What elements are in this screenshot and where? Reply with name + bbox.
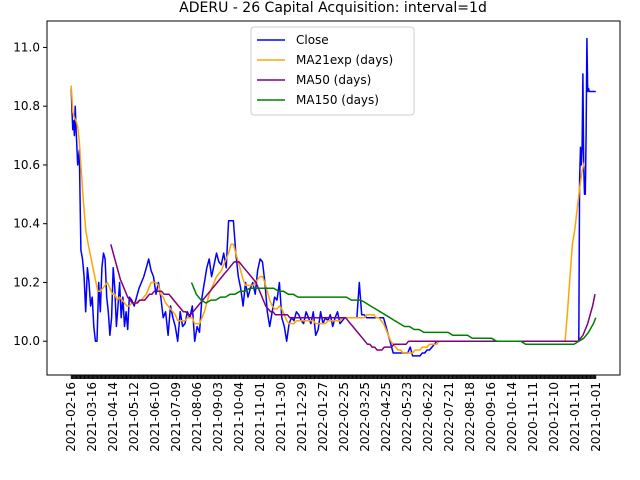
x-tick-label: 2021-06-10 <box>148 382 162 452</box>
x-tick-label: 2021-10-04 <box>232 382 246 452</box>
x-tick-label: 2022-07-21 <box>442 382 456 452</box>
x-tick-label: 2022-03-25 <box>358 382 372 452</box>
plot-area <box>70 37 597 357</box>
x-tick-label: 2022-02-25 <box>337 382 351 452</box>
x-tick-label: 2021-01-01 <box>589 382 603 452</box>
x-tick-label: 2022-08-18 <box>463 382 477 452</box>
legend-label-0: Close <box>296 33 329 47</box>
x-tick-label: 2021-09-03 <box>211 382 225 452</box>
x-tick-label: 2021-11-30 <box>274 382 288 452</box>
legend-label-2: MA50 (days) <box>296 73 371 87</box>
x-tick-label: 2021-07-09 <box>169 382 183 452</box>
x-tick-label: 2022-05-23 <box>400 382 414 452</box>
x-tick-label: 2022-01-27 <box>316 382 330 452</box>
x-tick-label: 2021-02-16 <box>64 382 78 452</box>
y-tick-label: 10.2 <box>13 275 40 289</box>
x-tick-label: 2021-12-29 <box>295 382 309 452</box>
legend: Close MA21exp (days) MA50 (days) MA150 (day… <box>250 26 415 116</box>
y-tick-label: 10.6 <box>13 158 40 172</box>
x-tick-label: 2020-09-16 <box>484 382 498 452</box>
y-tick-label: 10.4 <box>13 217 40 231</box>
legend-label-1: MA21exp (days) <box>296 53 393 67</box>
legend-label-3: MA150 (days) <box>296 93 379 107</box>
x-tick-label: 2022-04-25 <box>379 382 393 452</box>
x-tick-label: 2022-06-22 <box>421 382 435 452</box>
x-tick-label: 2021-08-06 <box>190 382 204 452</box>
x-tick-label: 2020-11-11 <box>526 382 540 452</box>
legend-box <box>250 26 415 116</box>
series-line-3 <box>190 282 597 345</box>
y-tick-label: 10.8 <box>13 99 40 113</box>
x-tick-label: 2021-05-12 <box>127 382 141 452</box>
y-tick-label: 10.0 <box>13 334 40 348</box>
x-tick-label: 2020-10-14 <box>505 382 519 452</box>
x-tick-label: 2020-12-10 <box>547 382 561 452</box>
y-tick-label: 11.0 <box>13 40 40 54</box>
axes: 10.0 10.2 10.4 10.6 10.8 11.0 2021-02-16 2021-0… <box>13 20 621 452</box>
x-tick-label: 2021-04-14 <box>106 382 120 452</box>
x-tick-label: 2021-01-11 <box>568 382 582 452</box>
chart-title: ADERU - 26 Capital Acquisition: interval… <box>179 0 487 16</box>
x-tick-label: 2021-11-01 <box>253 382 267 452</box>
x-tick-label: 2021-03-16 <box>85 382 99 452</box>
